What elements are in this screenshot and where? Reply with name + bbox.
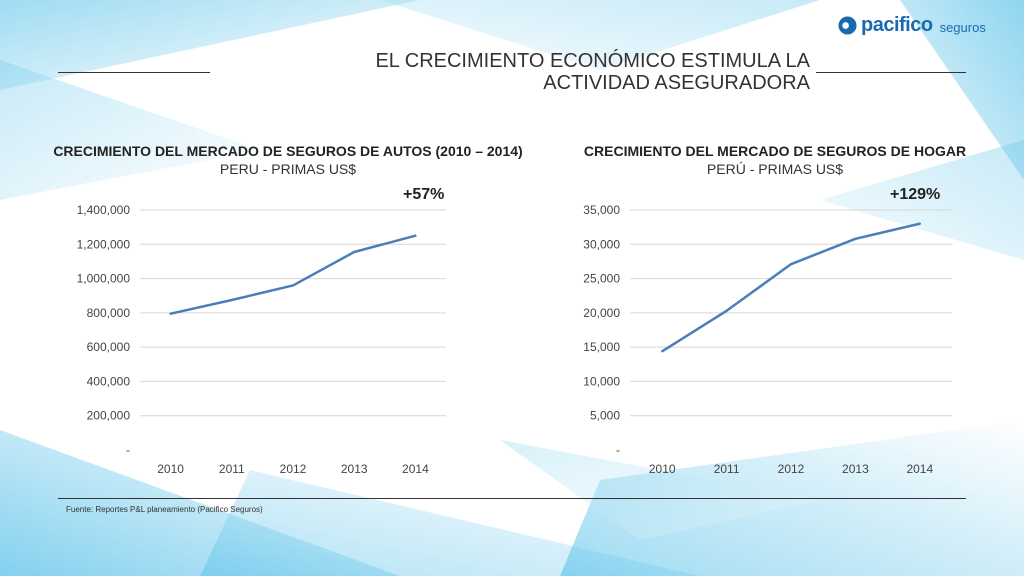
footer-rule bbox=[58, 498, 966, 499]
hogar-data-point bbox=[854, 237, 857, 240]
autos-data-point bbox=[291, 284, 295, 287]
hogar-y-tick-label: 20,000 bbox=[583, 306, 620, 320]
autos-x-tick-label: 2013 bbox=[341, 462, 368, 476]
autos-data-point bbox=[230, 298, 233, 302]
hogar-data-point bbox=[661, 350, 664, 353]
autos-data-point bbox=[414, 234, 417, 237]
autos-x-tick-label: 2014 bbox=[402, 462, 429, 476]
chart-2-title: CRECIMIENTO DEL MERCADO DE SEGUROS DE HO… bbox=[583, 143, 967, 159]
hogar-data-point bbox=[725, 309, 728, 312]
pacifico-logo-icon bbox=[838, 16, 857, 35]
chart-2-subtitle: PERÚ - PRIMAS US$ bbox=[706, 161, 844, 177]
brand-suffix: seguros bbox=[939, 19, 986, 35]
page-title-line1: EL CRECIMIENTO ECONÓMICO ESTIMULA LA bbox=[375, 50, 810, 72]
hogar-y-tick-label: - bbox=[616, 443, 620, 457]
hogar-series-line bbox=[661, 222, 921, 353]
brand-logo: pacifico seguros bbox=[838, 14, 986, 37]
autos-y-tick-label: 800,000 bbox=[87, 306, 131, 320]
autos-x-tick-label: 2010 bbox=[157, 462, 184, 476]
hogar-data-point bbox=[918, 222, 921, 225]
hogar-x-tick-label: 2013 bbox=[842, 462, 869, 476]
hogar-y-tick-label: 10,000 bbox=[583, 374, 620, 388]
hogar-x-tick-label: 2010 bbox=[649, 462, 676, 476]
autos-y-tick-label: 1,400,000 bbox=[77, 203, 131, 217]
chart-1-growth-label: +57% bbox=[403, 186, 445, 203]
autos-series-line bbox=[170, 234, 416, 315]
hogar-chart-group: - 5,000 10,000 15,000 20,000 25,000 30,000 35,0… bbox=[583, 203, 952, 476]
hogar-x-tick-label: 2011 bbox=[714, 462, 740, 476]
autos-chart-group: - 200,000 400,000 600,000 800,000 1,000,000 1,… bbox=[77, 203, 446, 476]
hogar-y-tick-label: 30,000 bbox=[583, 237, 620, 251]
page-title: EL CRECIMIENTO ECONÓMICO ESTIMULA LA ACT… bbox=[330, 50, 810, 94]
chart-2-growth-label: +129% bbox=[890, 186, 941, 203]
chart-1-subtitle: PERU - PRIMAS US$ bbox=[219, 161, 357, 177]
title-rule-left bbox=[58, 72, 210, 73]
title-rule-right bbox=[816, 72, 966, 73]
hogar-y-tick-label: 25,000 bbox=[583, 272, 620, 286]
autos-data-point bbox=[353, 250, 356, 254]
source-note: Fuente: Reportes P&L planeamiento (Pacif… bbox=[66, 505, 263, 514]
page-title-line2: ACTIVIDAD ASEGURADORA bbox=[543, 72, 810, 94]
autos-x-tick-label: 2012 bbox=[280, 462, 307, 476]
autos-y-tick-label: 400,000 bbox=[87, 374, 131, 388]
autos-y-tick-label: - bbox=[126, 443, 130, 457]
autos-y-tick-label: 600,000 bbox=[87, 340, 131, 354]
hogar-x-tick-label: 2012 bbox=[778, 462, 805, 476]
hogar-y-tick-label: 15,000 bbox=[583, 340, 620, 354]
hogar-y-tick-label: 35,000 bbox=[583, 203, 620, 217]
autos-y-tick-label: 1,200,000 bbox=[77, 237, 131, 251]
autos-y-tick-label: 200,000 bbox=[87, 409, 131, 423]
hogar-x-tick-label: 2014 bbox=[906, 462, 933, 476]
hogar-y-tick-label: 5,000 bbox=[590, 409, 620, 423]
autos-x-tick-label: 2011 bbox=[219, 462, 245, 476]
autos-y-tick-label: 1,000,000 bbox=[77, 272, 131, 286]
chart-1-title: CRECIMIENTO DEL MERCADO DE SEGUROS DE AU… bbox=[53, 143, 523, 159]
brand-name: pacifico bbox=[861, 14, 933, 36]
autos-data-point bbox=[169, 312, 172, 315]
hogar-data-point bbox=[789, 262, 793, 266]
